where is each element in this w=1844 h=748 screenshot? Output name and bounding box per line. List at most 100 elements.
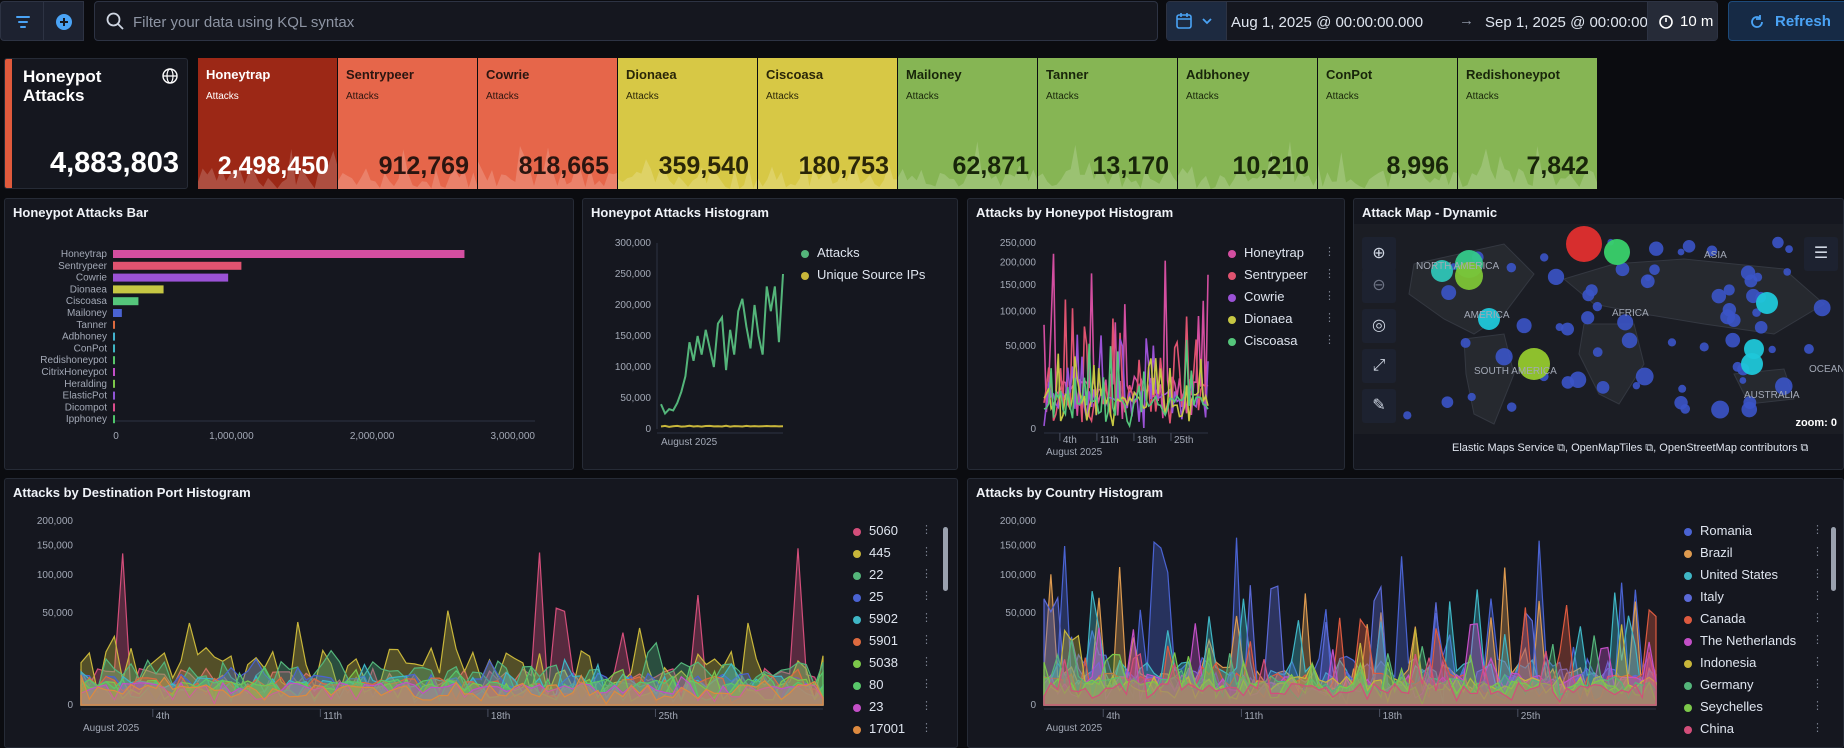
legend-item[interactable]: Seychelles ⋮	[1684, 699, 1834, 714]
series-line[interactable]	[660, 424, 784, 428]
attack-hotspot[interactable]	[1744, 339, 1764, 359]
kql-search-input[interactable]: Filter your data using KQL syntax	[94, 1, 1158, 41]
attack-point[interactable]	[1621, 332, 1638, 349]
legend-item[interactable]: Honeytrap ⋮	[1228, 245, 1344, 260]
honeypot-tile[interactable]: Ciscoasa Attacks 180,753	[758, 58, 897, 189]
attack-point[interactable]	[1754, 321, 1768, 334]
legend-item[interactable]: Sentrypeer ⋮	[1228, 267, 1344, 282]
more-options-icon[interactable]: ⋮	[921, 546, 932, 558]
attack-point[interactable]	[1561, 376, 1575, 389]
filter-menu-button[interactable]	[0, 1, 44, 41]
bar[interactable]	[113, 285, 164, 294]
series-line[interactable]	[1043, 299, 1209, 424]
legend-item[interactable]: Cowrie ⋮	[1228, 289, 1344, 304]
legend-item[interactable]: Germany ⋮	[1684, 677, 1834, 692]
attack-hotspot[interactable]	[1431, 260, 1453, 282]
attack-point[interactable]	[1648, 241, 1664, 256]
legend-item[interactable]: Unique Source IPs	[801, 267, 925, 282]
attack-point[interactable]	[1674, 396, 1688, 410]
attribution-link[interactable]: Elastic Maps Service	[1452, 442, 1555, 454]
attack-point[interactable]	[1677, 248, 1685, 256]
more-options-icon[interactable]: ⋮	[1324, 246, 1335, 258]
legend-scrollbar[interactable]	[1831, 527, 1836, 591]
attack-point[interactable]	[1615, 262, 1630, 277]
series-area[interactable]	[1043, 537, 1657, 706]
more-options-icon[interactable]: ⋮	[1812, 568, 1823, 580]
legend-item[interactable]: Indonesia ⋮	[1684, 655, 1834, 670]
attack-point[interactable]	[1706, 245, 1718, 257]
more-options-icon[interactable]: ⋮	[921, 612, 932, 624]
legend-item[interactable]: 25 ⋮	[853, 589, 957, 604]
legend-item[interactable]: 5038 ⋮	[853, 655, 957, 670]
attack-point[interactable]	[1741, 401, 1758, 418]
series-area[interactable]	[80, 610, 824, 706]
attack-hotspot[interactable]	[1604, 239, 1630, 265]
legend-item[interactable]: 17001 ⋮	[853, 721, 957, 736]
legend-item[interactable]: 5902 ⋮	[853, 611, 957, 626]
attack-hotspot[interactable]	[1741, 353, 1763, 375]
more-options-icon[interactable]: ⋮	[921, 568, 932, 580]
bar[interactable]	[113, 261, 242, 270]
attack-point[interactable]	[1540, 253, 1549, 262]
bar[interactable]	[113, 273, 229, 282]
more-options-icon[interactable]: ⋮	[1324, 290, 1335, 302]
attack-point[interactable]	[1726, 313, 1741, 327]
attack-point[interactable]	[1403, 411, 1412, 420]
more-options-icon[interactable]: ⋮	[1812, 590, 1823, 602]
more-options-icon[interactable]: ⋮	[921, 700, 932, 712]
legend-item[interactable]: 22 ⋮	[853, 567, 957, 582]
legend-item[interactable]: 23 ⋮	[853, 699, 957, 714]
legend-scrollbar[interactable]	[943, 527, 948, 591]
attack-point[interactable]	[1667, 338, 1677, 347]
attack-point[interactable]	[1682, 240, 1696, 253]
legend-item[interactable]: 445 ⋮	[853, 545, 957, 560]
bar[interactable]	[113, 379, 115, 388]
honeypot-tile[interactable]: Dionaea Attacks 359,540	[618, 58, 757, 189]
legend-item[interactable]: Canada ⋮	[1684, 611, 1834, 626]
start-date[interactable]: Aug 1, 2025 @ 00:00:00.000	[1231, 14, 1424, 31]
attack-point[interactable]	[1768, 345, 1776, 354]
attack-point[interactable]	[1725, 332, 1741, 348]
more-options-icon[interactable]: ⋮	[921, 590, 932, 602]
legend-item[interactable]: 5901 ⋮	[853, 633, 957, 648]
tools-button[interactable]: ✎	[1362, 389, 1396, 423]
legend-item[interactable]: Dionaea ⋮	[1228, 311, 1344, 326]
attack-point[interactable]	[1516, 318, 1532, 334]
attack-point[interactable]	[1596, 381, 1610, 394]
attack-point[interactable]	[1711, 400, 1730, 419]
attack-point[interactable]	[1722, 303, 1737, 317]
attack-point[interactable]	[1632, 382, 1641, 390]
more-options-icon[interactable]: ⋮	[1324, 268, 1335, 280]
end-date[interactable]: Sep 1, 2025 @ 00:00:00.000	[1485, 14, 1678, 31]
attack-point[interactable]	[1775, 377, 1793, 395]
more-options-icon[interactable]: ⋮	[1812, 722, 1823, 734]
series-area[interactable]	[1043, 650, 1657, 706]
attack-point[interactable]	[1547, 268, 1565, 286]
more-options-icon[interactable]: ⋮	[1812, 634, 1823, 646]
world-map[interactable]: NORTH AMERICA AMERICA SOUTH AMERICA AFRICA A…	[1354, 224, 1844, 434]
legend-item[interactable]: The Netherlands ⋮	[1684, 633, 1834, 648]
more-options-icon[interactable]: ⋮	[1812, 678, 1823, 690]
more-options-icon[interactable]: ⋮	[921, 656, 932, 668]
attack-point[interactable]	[1441, 285, 1457, 301]
refresh-button[interactable]: Refresh	[1728, 1, 1844, 41]
add-filter-button[interactable]	[44, 1, 84, 41]
attack-hotspot[interactable]	[1566, 226, 1602, 262]
legend-item[interactable]: Italy ⋮	[1684, 589, 1834, 604]
layers-button[interactable]: ☰	[1804, 237, 1838, 271]
series-line[interactable]	[1043, 353, 1209, 427]
bar[interactable]	[113, 297, 139, 306]
attack-point[interactable]	[1649, 264, 1660, 275]
attribution-link[interactable]: OpenMapTiles	[1571, 442, 1643, 454]
honeypot-tile[interactable]: Adbhoney Attacks 10,210	[1178, 58, 1317, 189]
more-options-icon[interactable]: ⋮	[921, 722, 932, 734]
attack-point[interactable]	[1592, 301, 1602, 312]
more-options-icon[interactable]: ⋮	[1324, 334, 1335, 346]
attack-point[interactable]	[1581, 311, 1595, 325]
bar[interactable]	[113, 344, 115, 353]
more-options-icon[interactable]: ⋮	[921, 524, 932, 536]
attack-point[interactable]	[1804, 344, 1814, 354]
quick-select-button[interactable]	[1167, 2, 1227, 40]
attack-point[interactable]	[1617, 314, 1634, 331]
attack-point[interactable]	[1640, 274, 1655, 289]
